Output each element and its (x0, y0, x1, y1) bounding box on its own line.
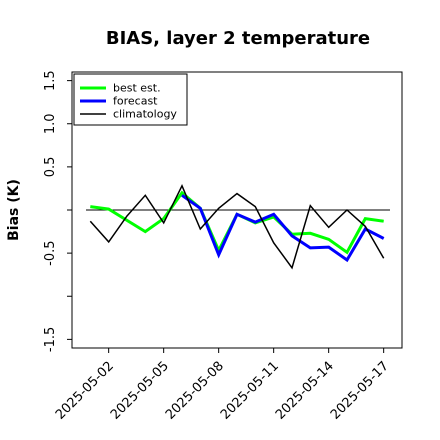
x-tick-label: 2025-05-08 (163, 359, 227, 423)
y-tick-label: 1.0 (43, 113, 58, 134)
x-tick-label: 2025-05-11 (218, 359, 282, 423)
series-layer (86, 183, 390, 270)
y-axis-ticks: -1.5 -0.5 0.5 1.0 1.5 (43, 70, 72, 352)
legend-label-forecast: forecast (113, 95, 158, 108)
y-axis-label: Bias (K) (6, 179, 22, 241)
x-tick-label: 2025-05-14 (273, 359, 337, 423)
chart-title: BIAS, layer 2 temperature (106, 28, 370, 49)
legend: best est. forecast climatology (73, 73, 188, 126)
series-line-forecast (181, 194, 385, 263)
legend-label-best-est: best est. (113, 82, 161, 95)
x-axis-ticks: 2025-05-022025-05-052025-05-082025-05-11… (53, 348, 392, 423)
x-tick-label: 2025-05-17 (328, 359, 392, 423)
x-tick-label: 2025-05-02 (53, 359, 117, 423)
y-tick-label: -0.5 (43, 240, 58, 265)
x-tick-label: 2025-05-05 (108, 359, 172, 423)
y-tick-label: -1.5 (43, 327, 58, 352)
y-tick-label: 0.5 (43, 157, 58, 178)
series-line-climatology (89, 183, 385, 270)
legend-label-climatology: climatology (113, 108, 177, 121)
y-tick-label: 1.5 (43, 70, 58, 91)
